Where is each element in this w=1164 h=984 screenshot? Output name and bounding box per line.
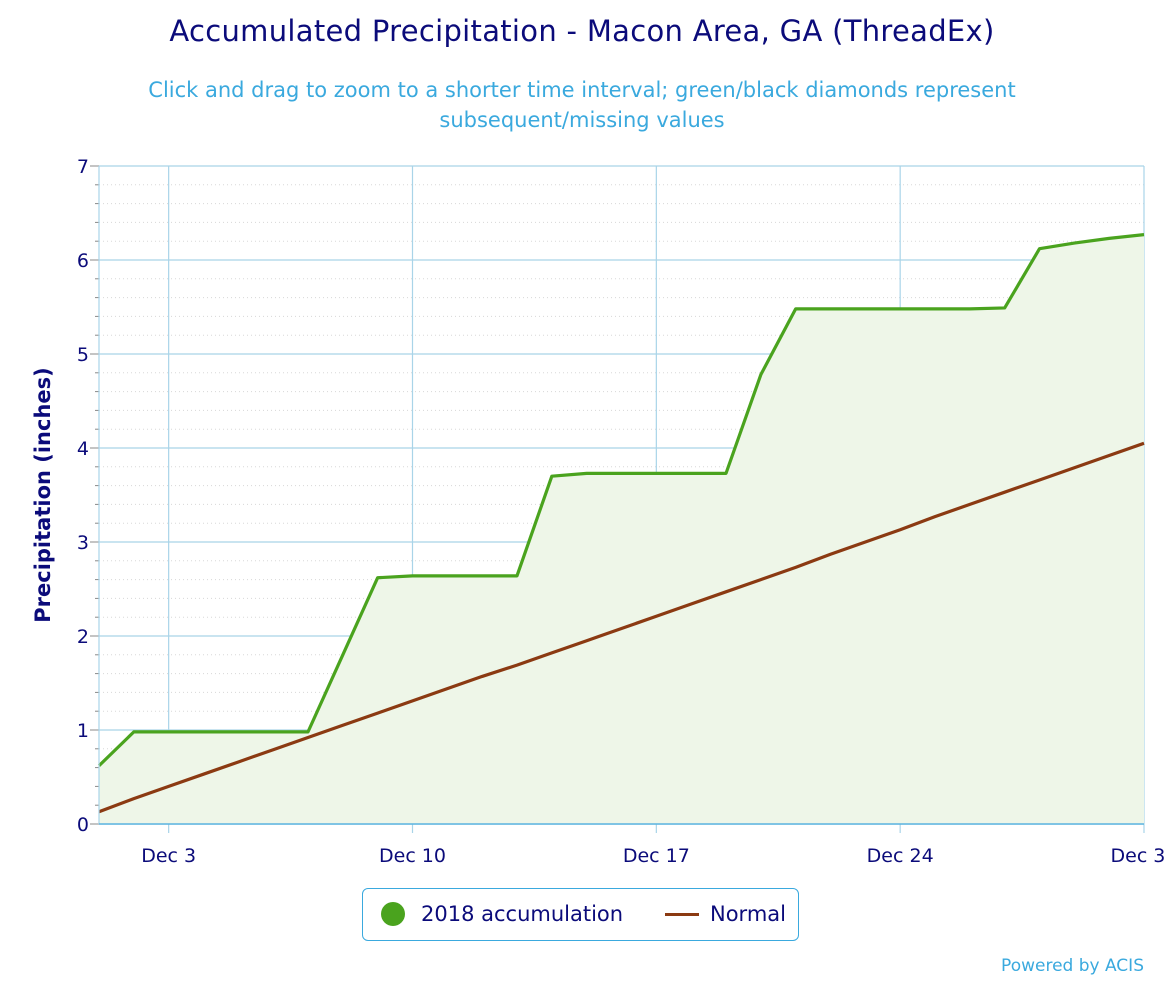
normal-data-point[interactable]	[130, 795, 138, 803]
y-tick-label: 4	[77, 438, 89, 460]
accumulation-data-point[interactable]	[792, 305, 800, 313]
y-tick-label: 1	[77, 720, 89, 742]
accumulation-area-layer	[99, 234, 1144, 824]
legend-accumulation-marker-icon	[381, 902, 405, 926]
accumulation-data-point[interactable]	[618, 469, 626, 477]
normal-data-point[interactable]	[861, 538, 869, 546]
accumulation-data-point[interactable]	[339, 651, 347, 659]
normal-data-point[interactable]	[304, 734, 312, 742]
normal-data-point[interactable]	[1140, 439, 1148, 447]
accumulation-data-point[interactable]	[269, 728, 277, 736]
normal-data-point[interactable]	[1001, 488, 1009, 496]
y-axis-label: Precipitation (inches)	[31, 367, 55, 623]
y-tick-label: 6	[77, 250, 89, 272]
accumulation-data-point[interactable]	[896, 305, 904, 313]
normal-data-point[interactable]	[896, 526, 904, 534]
normal-data-point[interactable]	[652, 612, 660, 620]
accumulation-data-point[interactable]	[548, 472, 556, 480]
accumulation-data-point[interactable]	[234, 728, 242, 736]
y-tick-label: 2	[77, 626, 89, 648]
y-tick-label: 7	[77, 156, 89, 178]
normal-data-point[interactable]	[1036, 476, 1044, 484]
legend-item-normal[interactable]: Normal	[665, 889, 786, 939]
normal-data-point[interactable]	[234, 758, 242, 766]
normal-data-point[interactable]	[722, 588, 730, 596]
axes: 0 1 2 3 4 5 6 7 Dec 3 Dec 10 Dec 17 Dec 24 Dec 31	[77, 156, 1164, 867]
accumulation-data-point[interactable]	[827, 305, 835, 313]
chart-title: Accumulated Precipitation - Macon Area, …	[169, 14, 995, 48]
accumulation-data-point[interactable]	[757, 371, 765, 379]
normal-data-point[interactable]	[827, 550, 835, 558]
legend-label-normal: Normal	[710, 902, 786, 926]
accumulation-data-point[interactable]	[722, 469, 730, 477]
x-tick-label: Dec 10	[379, 845, 446, 867]
x-tick-label: Dec 17	[623, 845, 690, 867]
accumulation-data-point[interactable]	[478, 572, 486, 580]
legend-normal-line-icon	[665, 912, 699, 916]
accumulation-data-point[interactable]	[583, 469, 591, 477]
accumulation-data-point[interactable]	[130, 728, 138, 736]
accumulation-data-point[interactable]	[200, 728, 208, 736]
y-tick-label: 5	[77, 344, 89, 366]
normal-data-point[interactable]	[409, 697, 417, 705]
series-lines-layer[interactable]	[95, 231, 1148, 816]
normal-data-point[interactable]	[687, 600, 695, 608]
accumulation-data-point[interactable]	[652, 469, 660, 477]
normal-data-point[interactable]	[1105, 452, 1113, 460]
accumulation-data-point[interactable]	[1070, 239, 1078, 247]
legend-item-2018-accumulation[interactable]: 2018 accumulation	[381, 889, 623, 939]
normal-data-point[interactable]	[618, 624, 626, 632]
accumulation-data-point[interactable]	[409, 572, 417, 580]
normal-data-point[interactable]	[548, 649, 556, 657]
normal-data-point[interactable]	[165, 782, 173, 790]
normal-data-point[interactable]	[269, 746, 277, 754]
normal-data-point[interactable]	[757, 576, 765, 584]
normal-data-point[interactable]	[513, 661, 521, 669]
accumulation-area	[99, 234, 1144, 824]
accumulation-data-point[interactable]	[861, 305, 869, 313]
normal-data-point[interactable]	[583, 637, 591, 645]
accumulation-data-point[interactable]	[687, 469, 695, 477]
accumulation-data-point[interactable]	[1105, 234, 1113, 242]
normal-data-point[interactable]	[792, 563, 800, 571]
y-tick-label: 0	[77, 814, 89, 836]
accumulation-data-point[interactable]	[1036, 245, 1044, 253]
x-tick-label: Dec 3	[141, 845, 196, 867]
normal-data-point[interactable]	[374, 709, 382, 717]
x-tick-label: Dec 31	[1111, 845, 1164, 867]
accumulation-series-line[interactable]	[97, 233, 1145, 767]
accumulation-data-point[interactable]	[931, 305, 939, 313]
normal-data-point[interactable]	[966, 500, 974, 508]
accumulation-data-point[interactable]	[165, 728, 173, 736]
normal-data-point[interactable]	[200, 770, 208, 778]
accumulation-data-point[interactable]	[443, 572, 451, 580]
normal-data-point[interactable]	[931, 513, 939, 521]
accumulation-data-point[interactable]	[1140, 231, 1148, 239]
normal-data-point[interactable]	[1070, 464, 1078, 472]
normal-series-line[interactable]	[98, 441, 1145, 814]
accumulation-data-point[interactable]	[513, 572, 521, 580]
legend-label-accumulation: 2018 accumulation	[421, 902, 624, 926]
credits-link[interactable]: Powered by ACIS	[1001, 956, 1144, 976]
chart-subtitle: Click and drag to zoom to a shorter time…	[148, 78, 1016, 132]
accumulation-data-point[interactable]	[374, 574, 382, 582]
normal-data-point[interactable]	[443, 685, 451, 693]
accumulation-data-point[interactable]	[1001, 304, 1009, 312]
accumulation-data-point[interactable]	[966, 305, 974, 313]
y-tick-label: 3	[77, 532, 89, 554]
normal-data-point[interactable]	[478, 672, 486, 680]
normal-data-point[interactable]	[339, 721, 347, 729]
x-tick-label: Dec 24	[867, 845, 934, 867]
legend: 2018 accumulation Normal	[362, 888, 799, 941]
